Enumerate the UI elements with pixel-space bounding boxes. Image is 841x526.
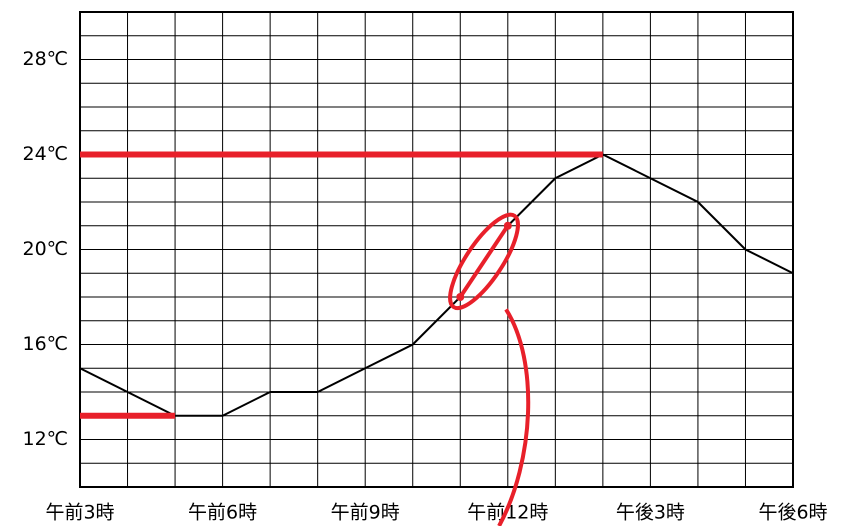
x-tick-label: 午後3時 (616, 502, 685, 524)
y-tick-label: 16℃ (22, 333, 68, 355)
steep-dot (456, 293, 465, 301)
y-tick-label: 24℃ (22, 143, 68, 165)
x-tick-label: 午後6時 (758, 502, 827, 524)
x-tick-label: 午前9時 (331, 502, 400, 524)
plot-border (79, 11, 794, 488)
pointer-curve (497, 308, 531, 526)
y-tick-label: 20℃ (22, 238, 68, 260)
steep-segment (458, 224, 510, 299)
highlight-ellipse (448, 212, 520, 311)
steep-dot (503, 221, 512, 230)
x-tick-label: 午前6時 (188, 502, 257, 524)
y-tick-label: 12℃ (22, 428, 68, 450)
line (79, 153, 794, 417)
y-tick-label: 28℃ (22, 48, 68, 70)
x-tick-label: 午前3時 (45, 502, 114, 524)
